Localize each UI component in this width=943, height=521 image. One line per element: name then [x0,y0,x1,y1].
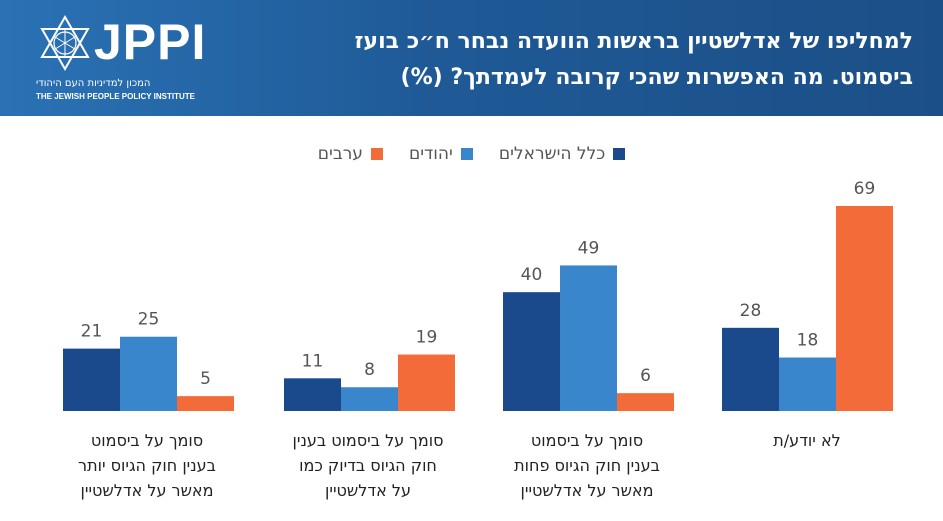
logo-subtitle-english: THE JEWISH PEOPLE POLICY INSTITUTE [36,92,195,101]
legend-label-all-israelis: כלל הישראלים [498,144,606,164]
data-label-all-israelis-3: 28 [740,301,762,321]
legend-swatch-all-israelis [613,148,626,160]
star-of-david-logo-icon [40,14,90,72]
legend-item-jews: יהודים [409,142,473,166]
data-label-all-israelis-0: 21 [81,322,103,342]
data-label-jews-1: 8 [364,360,375,380]
category-label-line: בענין חוק הגיוס פחות [514,456,660,475]
data-label-jews-3: 18 [797,331,819,351]
bar-arabs-0 [177,396,234,411]
data-label-arabs-3: 69 [854,179,876,199]
logo-subtitle-hebrew: המכון למדיניות העם היהודי [36,78,151,89]
data-label-all-israelis-2: 40 [521,265,543,285]
category-label-line: סומך על ביסמוט [530,431,644,450]
category-label-line: מאשר על אדלשטיין [80,481,214,500]
legend-item-all-israelis: כלל הישראלים [498,142,626,166]
legend-item-arabs: ערבים [318,142,383,166]
category-label-line: סומך על ביסמוט [90,431,204,450]
bar-all-israelis-0 [63,348,120,411]
data-label-jews-2: 49 [578,238,600,258]
category-label-line: מאשר על אדלשטיין [520,481,654,500]
legend-swatch-arabs [370,148,383,160]
category-label-line: לא יודע/ת [773,431,841,450]
bar-jews-1 [341,387,398,411]
category-label-line: בענין חוק הגיוס יותר [78,456,216,475]
jppi-logo: JPPI המכון למדיניות העם היהודי THE JEWIS… [36,12,206,104]
data-label-arabs-1: 19 [416,328,438,348]
category-label-less-trust: סומך על ביסמוט בענין חוק הגיוס פחות מאשר… [482,428,692,503]
data-label-arabs-0: 5 [200,369,211,389]
category-label-line: חוק הגיוס בדיוק כמו [299,456,437,475]
category-label-same-trust: סומך על ביסמוט בענין חוק הגיוס בדיוק כמו… [263,428,473,503]
bar-arabs-1 [398,354,455,411]
header-banner: JPPI המכון למדיניות העם היהודי THE JEWIS… [0,0,943,116]
bar-all-israelis-2 [503,292,560,411]
bar-arabs-3 [836,206,893,411]
legend-label-arabs: ערבים [317,144,363,164]
data-label-arabs-2: 6 [640,366,651,386]
bar-arabs-2 [617,393,674,411]
category-label-more-trust: סומך על ביסמוט בענין חוק הגיוס יותר מאשר… [42,428,252,503]
legend-swatch-jews [460,148,473,160]
logo-wordmark: JPPI [94,14,207,70]
legend-label-jews: יהודים [408,144,453,164]
category-label-line: על אדלשטיין [325,481,411,500]
chart-title-line-2: ביסמוט. מה האפשרות שהכי קרובה לעמדתך? (%… [400,65,913,90]
bar-jews-0 [120,336,177,411]
bar-jews-2 [560,265,617,411]
data-label-jews-0: 25 [138,310,160,330]
chart-title: למחליפו של אדלשטיין בראשות הוועדה נבחר ח… [273,24,913,96]
bar-all-israelis-1 [284,378,341,411]
chart-legend: כלל הישראלים יהודים ערבים [0,142,943,166]
data-label-all-israelis-1: 11 [302,351,324,371]
bar-all-israelis-3 [722,327,779,411]
bar-jews-3 [779,357,836,411]
chart-title-line-1: למחליפו של אדלשטיין בראשות הוועדה נבחר ח… [354,29,913,54]
category-label-line: סומך על ביסמוט בענין [292,431,444,450]
category-label-dont-know: לא יודע/ת [702,428,912,453]
